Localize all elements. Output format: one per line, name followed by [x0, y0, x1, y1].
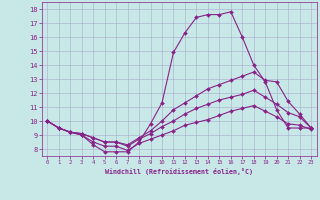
X-axis label: Windchill (Refroidissement éolien,°C): Windchill (Refroidissement éolien,°C): [105, 168, 253, 175]
